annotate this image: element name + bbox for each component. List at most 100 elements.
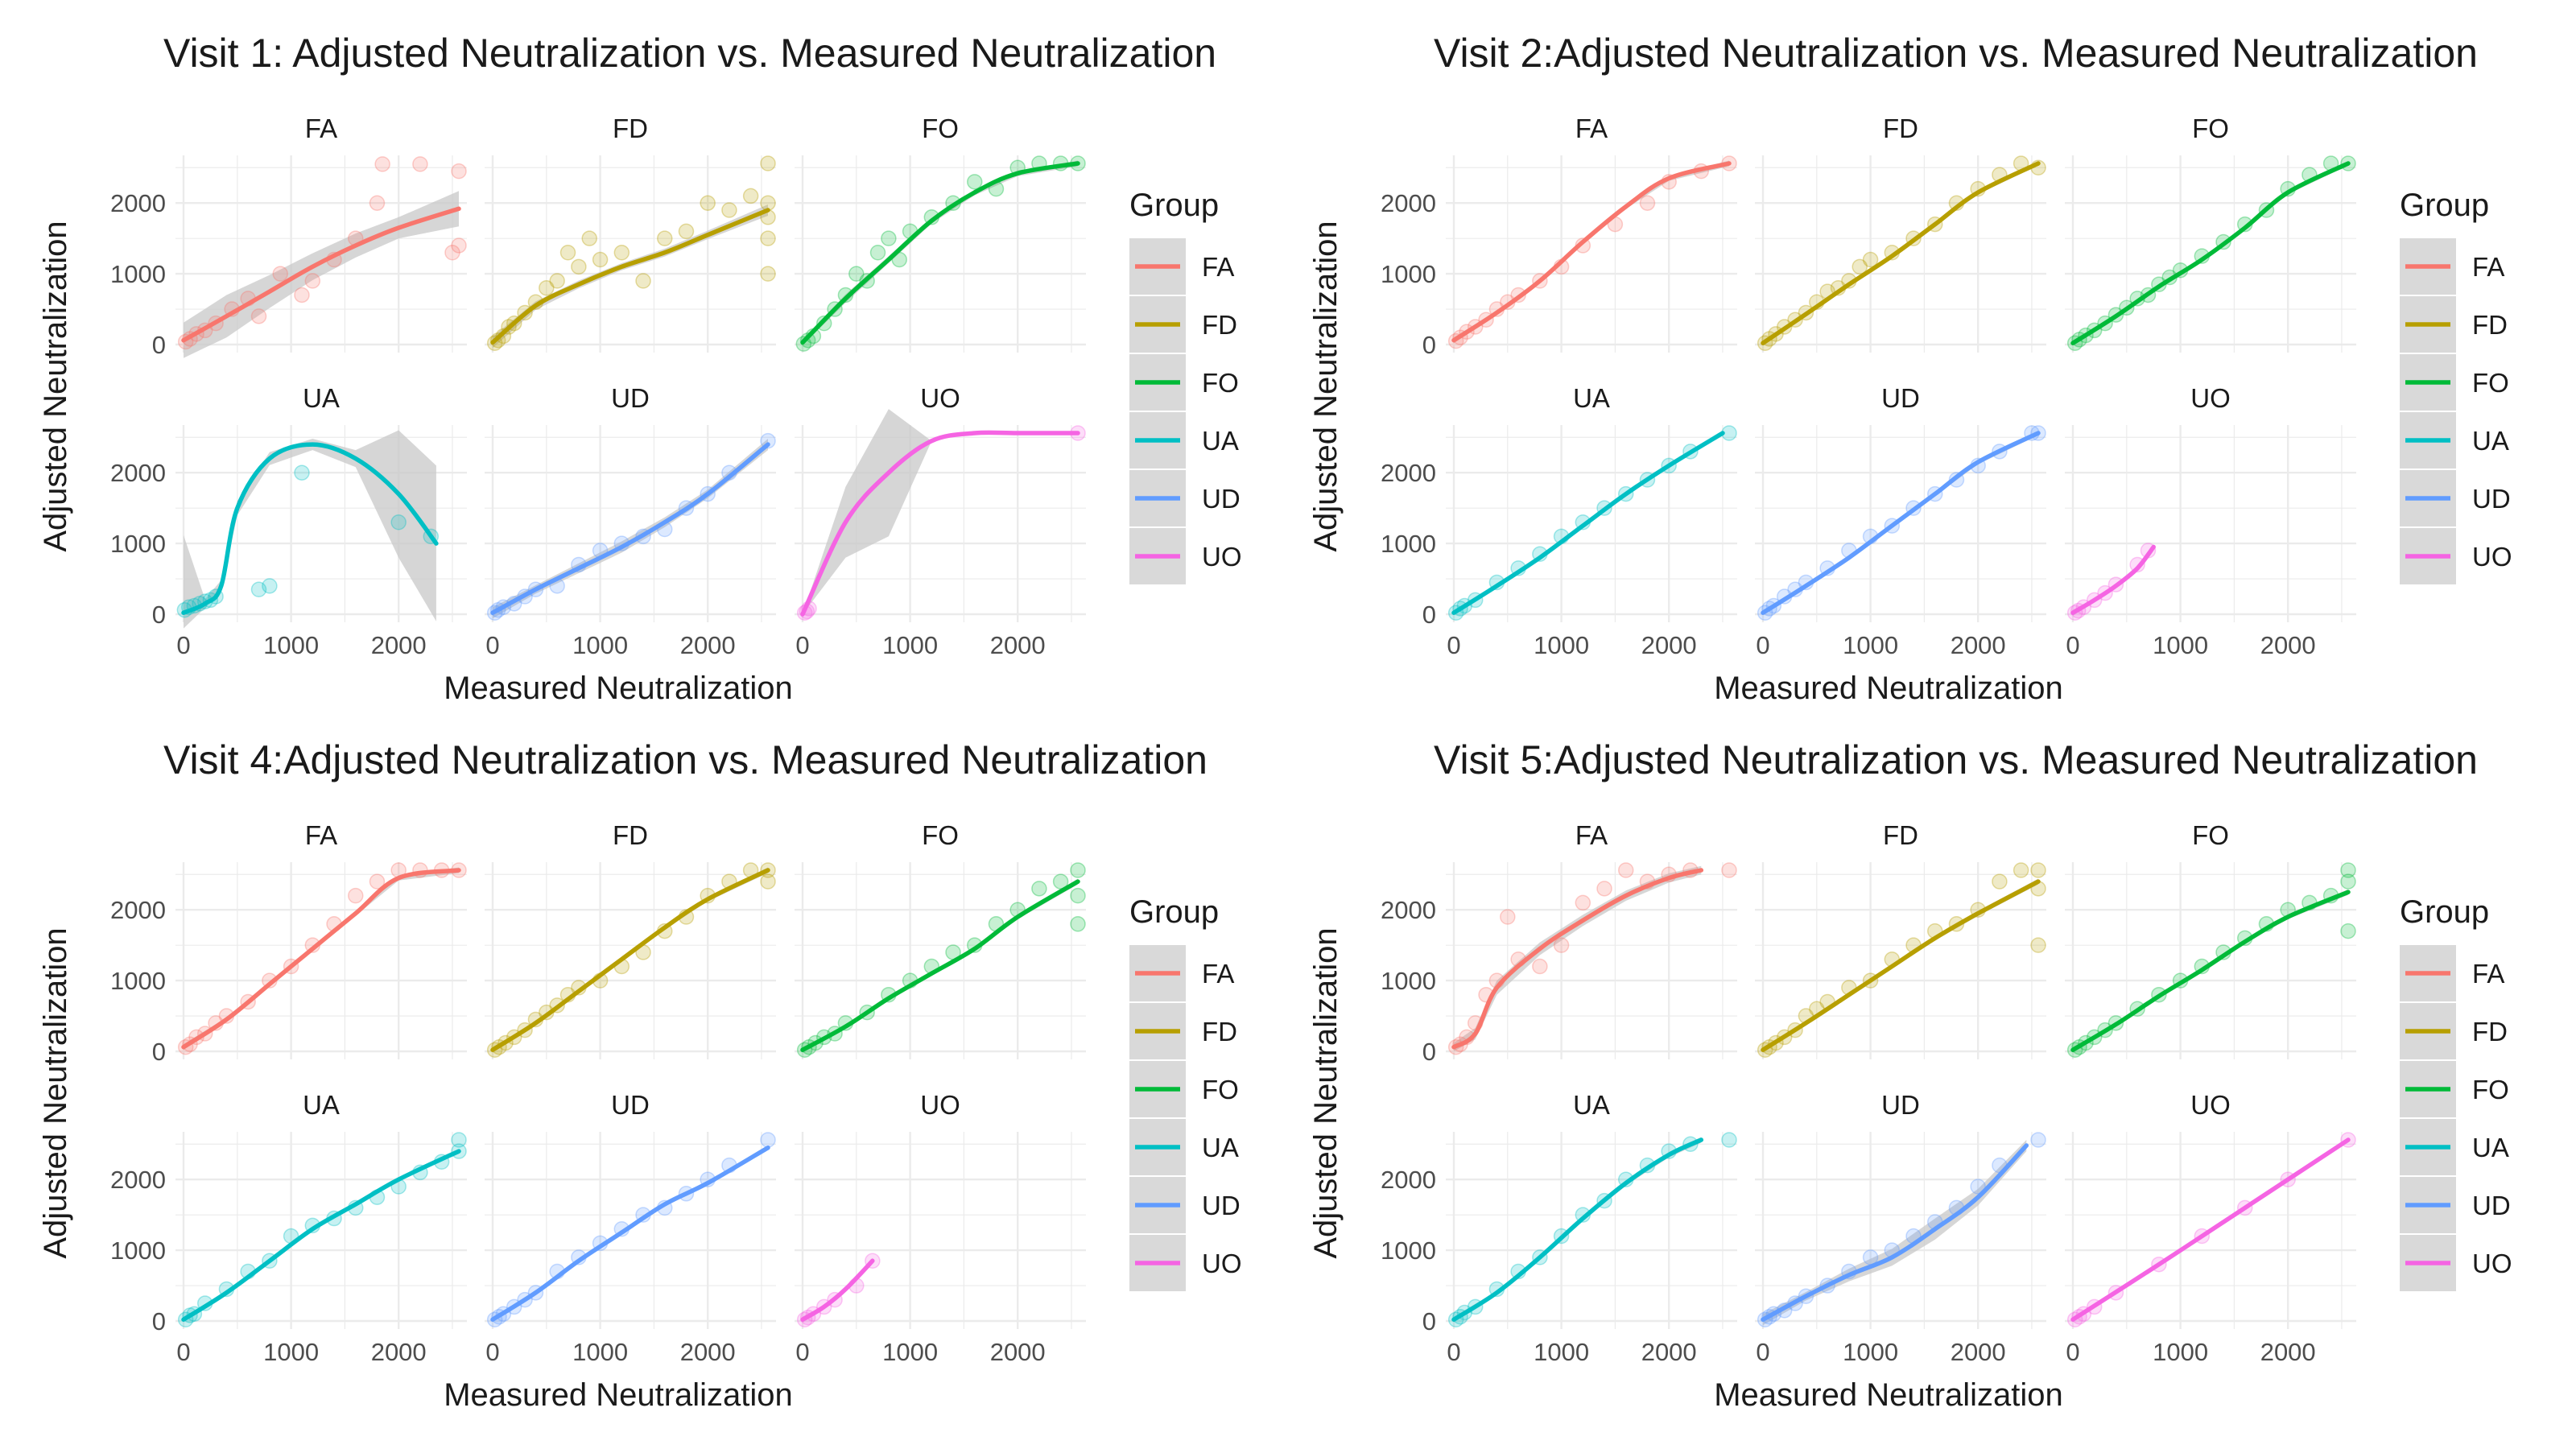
confidence-ribbon [184,430,436,629]
data-point [272,266,288,282]
data-point [250,581,267,597]
facet-uo: UO 0 1000 2000 [795,1090,1086,1366]
data-point [2340,873,2356,890]
facet-uo: UO 0 1000 2000 [795,383,1086,659]
legend-label: FD [1202,1017,1237,1046]
facet-label: FO [2192,114,2229,143]
y-tick-label: 1000 [1381,1236,1436,1265]
facet-fa: FA 0 1000 2000 [110,820,467,1066]
data-point [1721,1132,1737,1148]
data-point [412,156,428,172]
y-tick-label: 2000 [1381,189,1436,217]
legend-label: UD [2472,1191,2511,1220]
chart-title: Visit 2:Adjusted Neutralization vs. Meas… [1434,31,2478,76]
x-tick-label: 2000 [990,1338,1046,1366]
x-tick-label: 2000 [680,1338,736,1366]
smooth-line [1761,1143,2029,1322]
legend-label: UO [2472,1249,2512,1278]
chart-1: Visit 1: Adjusted Neutralization vs. Mea… [38,31,1242,706]
facet-label: UO [920,1090,960,1120]
y-tick-label: 0 [1422,1307,1436,1335]
legend-label: FA [2472,252,2504,282]
facet-ud: UD 0 1000 2000 [1755,383,2046,659]
facet-label: FD [1883,114,1918,143]
x-tick-label: 2000 [1641,631,1697,659]
smooth-line [1451,431,1725,615]
facet-fo: FO [795,820,1086,1059]
legend-label: UA [2472,426,2509,456]
x-axis-label: Measured Neutralization [444,671,793,706]
x-tick-label: 1000 [1534,631,1589,659]
data-point [1553,937,1570,953]
smooth-line [181,442,439,615]
data-point [760,155,776,171]
x-axis-label: Measured Neutralization [1714,671,2063,706]
y-tick-label: 1000 [110,260,166,288]
facet-fd: FD [485,820,776,1059]
facet-label: UA [1573,1090,1610,1120]
data-point [495,328,512,345]
smooth-line [2070,1137,2351,1322]
legend-label: UO [1202,542,1242,572]
data-point [451,237,467,254]
facet-fa: FA 0 1000 2000 [1381,114,1737,359]
x-tick-label: 0 [2066,1338,2079,1366]
smooth-line [181,868,461,1050]
smooth-line [800,430,1080,617]
chart-3: Visit 4:Adjusted Neutralization vs. Meas… [38,737,1242,1413]
x-tick-label: 2000 [2260,1338,2316,1366]
data-point [1070,887,1086,904]
facet-fd: FD [485,114,776,353]
data-point [451,1132,467,1148]
data-point [760,432,776,449]
data-point [2030,862,2046,878]
data-point [1052,873,1069,890]
facet-ua: UA 0 1000 2000 0 1000 2000 [110,383,467,659]
data-point [742,188,759,204]
data-point [678,223,695,240]
facet-label: UO [920,383,960,413]
data-point [390,514,407,530]
facet-label: UD [611,383,650,413]
data-point [837,287,854,303]
data-point [635,273,651,289]
data-point [549,273,565,289]
legend-label: FO [2472,368,2509,398]
x-tick-label: 1000 [1843,631,1898,659]
y-axis-label: Adjusted Neutralization [38,221,73,551]
chart-title: Visit 1: Adjusted Neutralization vs. Mea… [163,31,1216,76]
y-tick-label: 1000 [110,530,166,558]
data-point [1596,881,1612,897]
legend-label: UA [1202,1133,1239,1162]
y-tick-label: 1000 [1381,967,1436,995]
smooth-line [490,868,770,1052]
confidence-ribbon [493,439,768,619]
facet-label: UA [1573,383,1610,413]
data-point [700,195,716,211]
x-tick-label: 1000 [2153,1338,2208,1366]
x-tick-label: 2000 [680,631,736,659]
facet-fd: FD [1755,820,2046,1059]
data-point [657,230,673,246]
legend: Group FA FD FO UA UD UO [2400,188,2512,584]
data-point [2030,937,2046,953]
y-tick-label: 0 [1422,1038,1436,1066]
data-point [2013,862,2029,878]
x-tick-label: 0 [1756,631,1769,659]
facet-fa: FA 0 1000 2000 [1381,820,1737,1066]
data-point [571,258,587,275]
facet-label: UO [2190,1090,2231,1120]
data-point [1992,873,2008,890]
facet-label: FA [305,114,337,143]
facet-label: FA [305,820,337,850]
facet-label: UD [611,1090,650,1120]
smooth-line [181,1149,461,1322]
data-point [581,230,597,246]
facet-label: FO [2192,820,2229,850]
y-tick-label: 1000 [110,1236,166,1265]
data-point [1862,251,1879,268]
data-point [2030,1132,2046,1148]
y-tick-label: 0 [152,601,166,629]
data-point [451,163,467,180]
